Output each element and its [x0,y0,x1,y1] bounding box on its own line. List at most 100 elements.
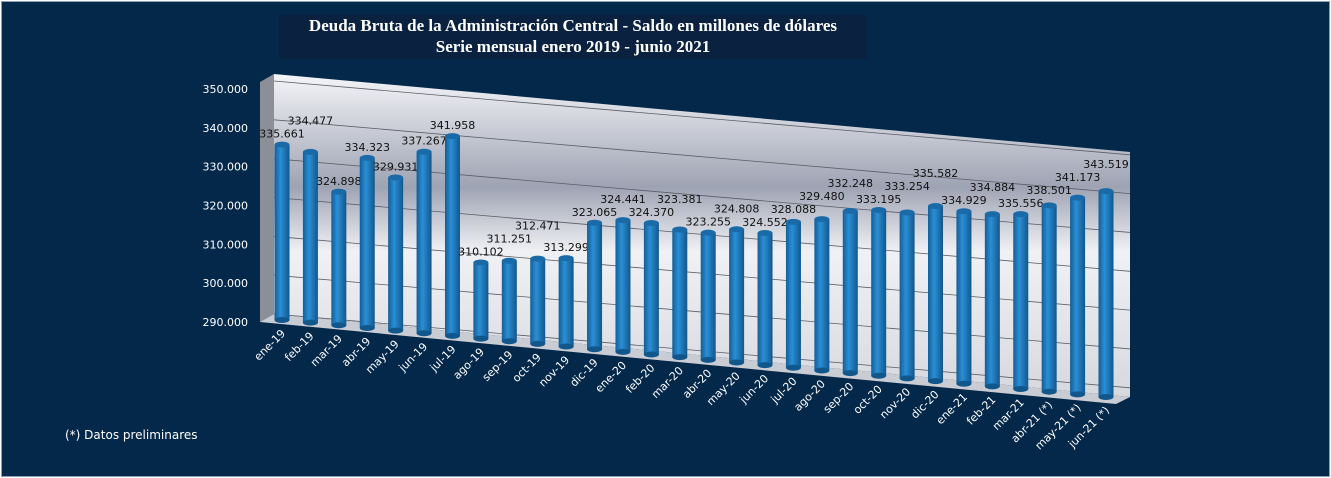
bar [984,214,1000,387]
bar-top [1070,194,1086,201]
bar [274,144,290,320]
bar-base [672,354,688,361]
bar-top [984,211,1000,218]
bar-top [359,154,375,161]
bar-base [700,356,716,363]
bar [359,157,375,328]
bar-top [444,133,460,140]
bar-top [842,208,858,215]
data-label: 335.582 [913,167,959,180]
bar [899,212,915,379]
bar-top [416,148,432,155]
data-label: 343.519 [1083,158,1129,171]
data-label: 334.323 [344,141,390,154]
bar-top [615,217,631,224]
bar-base [956,380,972,387]
data-label: 323.065 [572,206,618,219]
bar-top [956,208,972,215]
data-label: 341.958 [430,119,476,132]
bar-top [558,255,574,262]
bar-base [302,319,318,326]
chart-subtitle: Serie mensual enero 2019 - junio 2021 [435,37,711,56]
bar [416,151,432,334]
y-tick-label: 330.000 [203,161,249,174]
data-label: 341.173 [1055,171,1101,184]
bar-base [388,327,404,334]
bar [928,206,944,382]
data-label: 337.267 [401,135,447,148]
data-label: 312.471 [515,220,561,233]
y-tick-label: 300.000 [203,277,249,290]
bar-top [1098,188,1114,195]
data-label: 324.552 [742,216,788,229]
data-label: 313.299 [543,241,589,254]
bar-top [587,219,603,226]
data-label: 335.556 [998,197,1044,210]
bar-top [814,216,830,223]
bar [587,222,603,350]
bar-top [1041,202,1057,209]
data-label: 335.661 [259,128,305,141]
gridline [273,119,1131,195]
bar-base [1098,394,1114,400]
bar-top [501,257,517,264]
data-label: 329.931 [373,161,419,174]
bar [1013,214,1029,390]
bar [1070,197,1086,395]
bar-base [331,322,347,329]
bar-top [700,229,716,236]
y-tick-label: 290.000 [203,316,249,329]
data-label: 328.088 [771,203,817,216]
bar-base [785,364,801,371]
bar-top [729,226,745,233]
bar-base [501,338,517,345]
bar-top [672,226,688,233]
bar-top [785,218,801,225]
bar [785,221,801,368]
bar [871,210,887,376]
bar [558,258,574,347]
bar-base [1013,386,1029,393]
bar-base [530,340,546,347]
data-label: 324.898 [316,175,362,188]
data-label: 332.248 [828,177,874,190]
bar [1098,191,1114,397]
bar-base [587,346,603,353]
data-label: 334.477 [288,115,334,128]
bar [444,136,460,336]
bar-top [473,259,489,266]
bar [956,211,972,384]
bar [729,229,745,363]
x-tick-label: ene-19 [252,327,288,363]
bar-base [814,367,830,374]
data-label: 329.480 [799,190,845,203]
bar [814,219,830,371]
gridline [273,80,1131,156]
y-tick-label: 340.000 [203,122,249,135]
bar-top [928,203,944,210]
bar-base [899,375,915,382]
bar [615,220,631,352]
bar-base [643,351,659,358]
bar-base [473,335,489,342]
bar [672,229,688,358]
x-tick-label: jun-20 [737,372,772,407]
footnote: (*) Datos preliminares [65,428,198,442]
bar-top [757,229,773,236]
bar [473,262,489,339]
bar [1041,205,1057,392]
bar-base [729,359,745,366]
bar-top [274,141,290,148]
data-label: 334.929 [941,194,987,207]
bar-base [842,370,858,377]
data-label: 323.381 [657,193,703,206]
data-label: 324.441 [600,193,646,206]
data-label: 334.884 [970,181,1016,194]
bar-top [530,255,546,262]
data-label: 310.102 [458,246,504,259]
bar-base [984,383,1000,390]
bar [700,232,716,360]
data-label: 324.808 [714,203,760,216]
